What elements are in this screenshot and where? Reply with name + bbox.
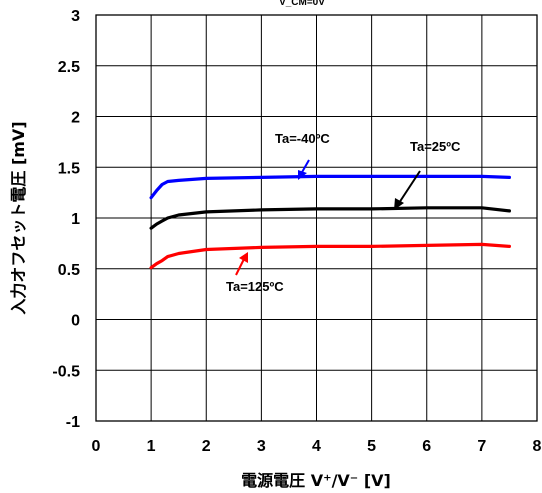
y-tick-label: 0 [71, 313, 80, 330]
x-tick-label: 2 [202, 438, 211, 455]
series-line-1 [149, 206, 511, 230]
x-tick-label: 5 [367, 438, 376, 455]
y-tick-label: -1 [66, 414, 80, 431]
series-line-0 [149, 174, 511, 200]
y-tick-label: 3 [71, 8, 80, 25]
annotation-arrow-125 [235, 252, 248, 276]
y-tick-label: 2 [71, 110, 80, 127]
x-tick-label: 6 [422, 438, 431, 455]
x-tick-label: 1 [147, 438, 156, 455]
y-tick-label: 1.5 [58, 160, 80, 177]
annotation-25: Ta=25ºC [410, 139, 461, 154]
series-line-2 [149, 242, 511, 270]
y-tick-label: -0.5 [52, 363, 80, 380]
x-tick-label: 4 [312, 438, 321, 455]
annotation-arrow-minus40 [298, 159, 310, 180]
annotation-arrow-25 [394, 170, 421, 210]
series-layer [149, 174, 511, 270]
x-tick-label: 7 [477, 438, 486, 455]
y-tick-label: 1 [71, 211, 80, 228]
y-tick-label: 2.5 [58, 59, 80, 76]
x-tick-label: 3 [257, 438, 266, 455]
tick-labels: 0 1 2 3 4 5 6 7 8 -1 -0.5 0 0.5 1 1.5 2 2.5 3 [52, 8, 541, 455]
x-tick-label: 0 [92, 438, 101, 455]
annotation-125: Ta=125ºC [226, 279, 284, 294]
plot-frame [95, 14, 538, 422]
condition-label: V_CM=0V [279, 0, 325, 8]
annotation-minus40: Ta=-40ºC [275, 131, 330, 146]
x-axis-title: 電源電圧 V⁺/V⁻ [V] [241, 471, 391, 490]
y-tick-label: 0.5 [58, 262, 80, 279]
y-axis-title: 入力オフセット電圧 [mV] [9, 121, 28, 314]
x-tick-label: 8 [533, 438, 542, 455]
